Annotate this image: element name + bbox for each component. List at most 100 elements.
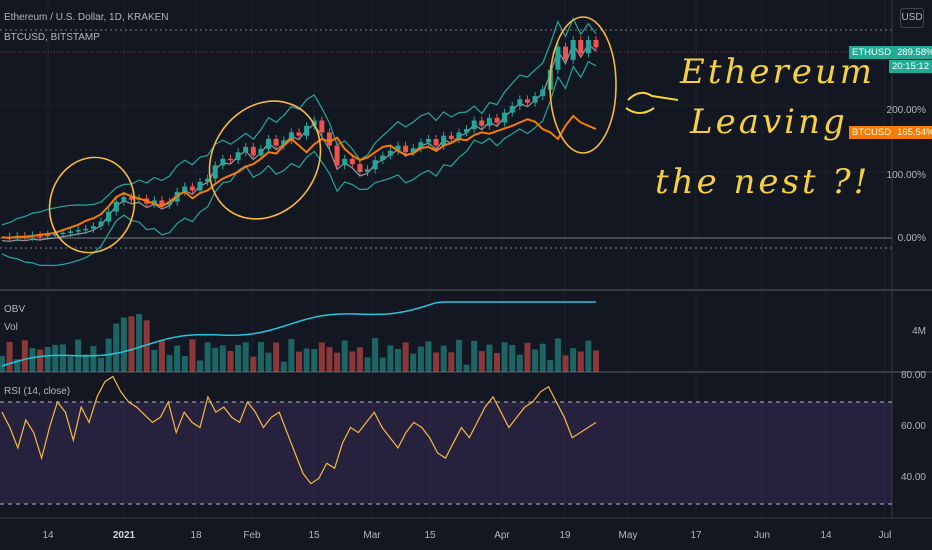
eth-candles: [7, 36, 599, 242]
candle-body: [349, 158, 355, 165]
time-axis-label: 14: [42, 530, 54, 541]
candle-body: [403, 145, 409, 153]
candle-body: [486, 117, 492, 126]
candle-body: [502, 112, 508, 123]
rsi-axis-label: 60.00: [900, 421, 926, 432]
volume-bar: [181, 356, 188, 372]
candle-body: [37, 235, 43, 237]
candle-body: [563, 46, 569, 60]
candle-body: [387, 150, 393, 156]
candle-body: [75, 230, 81, 232]
volume-bar: [341, 340, 348, 372]
candle-body: [205, 178, 211, 182]
volume-bars: [0, 314, 599, 372]
volume-bar: [219, 345, 226, 372]
candle-body: [342, 158, 348, 166]
candle-body: [281, 140, 287, 146]
candle-body: [578, 40, 584, 54]
symbol-legend[interactable]: Ethereum / U.S. Dollar, 1D, KRAKEN: [4, 12, 169, 23]
volume-bar: [37, 349, 44, 372]
rsi-axis-label: 40.00: [900, 472, 926, 483]
volume-bar: [356, 347, 363, 372]
volume-bar: [44, 347, 51, 372]
candle-body: [494, 117, 500, 123]
volume-bar: [273, 342, 280, 372]
candle-body: [585, 40, 591, 54]
eth-countdown-tag: 20:15:12: [849, 60, 932, 73]
candle-body: [448, 135, 454, 139]
eth-price-tag[interactable]: ETHUSD 289.58%: [849, 46, 932, 59]
volume-bar: [98, 357, 104, 372]
volume-bar: [448, 352, 455, 372]
candle-body: [235, 152, 241, 161]
candle-body: [380, 155, 386, 161]
volume-bar: [577, 351, 584, 372]
time-axis-label: 17: [690, 530, 702, 541]
volume-bar: [554, 338, 561, 372]
obv-legend[interactable]: OBV: [4, 304, 26, 315]
candle-body: [45, 234, 51, 237]
candle-body: [532, 96, 538, 103]
time-axis-label: Feb: [243, 530, 261, 541]
volume-bar: [433, 352, 440, 372]
candle-body: [410, 148, 416, 153]
volume-bar: [349, 351, 356, 372]
hand-drawings: [48, 16, 679, 254]
volume-bar: [166, 354, 173, 372]
volume-bar: [296, 351, 302, 372]
candle-body: [372, 160, 378, 170]
candle-body: [159, 200, 165, 205]
volume-bar: [471, 340, 478, 372]
price-axis-label: 100.00%: [886, 170, 926, 181]
volume-bar: [21, 340, 28, 372]
volume-bar: [524, 342, 531, 372]
candle-body: [540, 89, 546, 97]
volume-bar: [318, 342, 325, 372]
candle-body: [288, 132, 294, 141]
volume-bar: [593, 350, 599, 372]
volume-bar: [174, 345, 181, 372]
candle-body: [167, 201, 173, 205]
volume-bar: [539, 343, 546, 372]
candle-body: [273, 139, 279, 146]
volume-bar: [501, 342, 508, 372]
volume-bar: [52, 344, 59, 372]
candle-body: [128, 197, 134, 200]
compare-legend[interactable]: BTCUSD, BITSTAMP: [4, 32, 100, 43]
volume-bar: [151, 349, 158, 372]
candle-body: [357, 164, 363, 172]
rsi-legend[interactable]: RSI (14, close): [4, 386, 71, 397]
candle-body: [471, 120, 477, 130]
candle-body: [326, 132, 332, 146]
candle-body: [121, 197, 127, 202]
rsi-path: [1, 375, 597, 485]
volume-bar: [257, 342, 264, 372]
volume-bar: [90, 346, 97, 372]
candle-body: [296, 132, 302, 136]
candle-body: [90, 226, 96, 229]
currency-button[interactable]: USD: [900, 8, 924, 28]
annotation-text-line2: Leaving: [690, 102, 848, 142]
volume-bar: [14, 359, 21, 372]
volume-bar: [425, 341, 432, 372]
annotation-text-line1: Ethereum: [680, 52, 876, 92]
time-axis-label: 14: [820, 530, 832, 541]
volume-bar: [417, 346, 424, 372]
volume-bar: [280, 361, 287, 372]
btc-price-tag[interactable]: BTCUSD 165.54%: [849, 126, 932, 139]
volume-bar: [532, 349, 539, 372]
volume-bar: [227, 351, 234, 372]
volume-bar: [82, 354, 89, 372]
volume-bar: [379, 357, 386, 372]
candle-body: [334, 145, 340, 166]
vol-legend[interactable]: Vol: [4, 322, 18, 333]
price-axis-label: 0.00%: [897, 233, 926, 244]
time-axis-label: Jul: [878, 530, 892, 541]
candle-body: [212, 165, 218, 179]
volume-bar: [455, 339, 462, 372]
volume-bar: [242, 342, 249, 372]
rsi-band: [0, 402, 892, 504]
volume-bar: [0, 356, 5, 372]
rsi-axis-label: 80.00: [900, 370, 926, 381]
